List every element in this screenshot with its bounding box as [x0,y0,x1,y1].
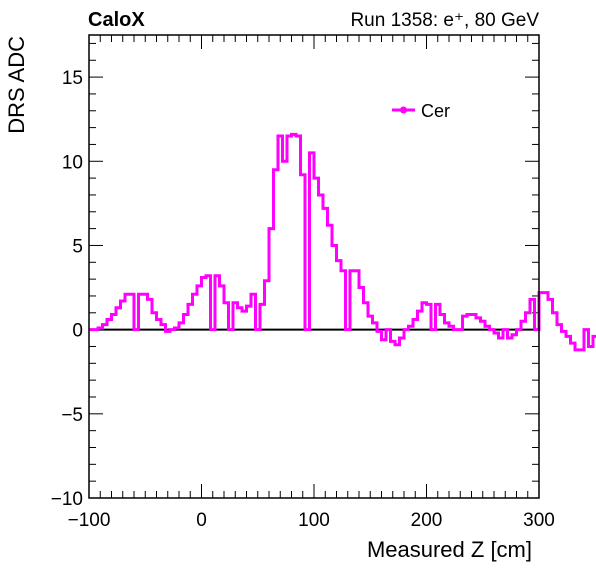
x-axis-title: Measured Z [cm] [367,537,532,562]
axis-ticks [88,35,540,499]
x-tick-label: 200 [411,510,443,531]
legend-label-cer: Cer [421,101,450,121]
experiment-label: CaloX [88,9,145,31]
x-tick-label: 100 [298,510,330,531]
run-info-label: Run 1358: e⁺, 80 GeV [350,10,539,31]
x-tick-label: 0 [196,510,207,531]
x-tick-label: 300 [523,510,555,531]
y-tick-label: 0 [72,321,83,342]
y-tick-label: 10 [62,152,83,173]
legend: Cer [392,101,450,121]
y-axis-title: DRS ADC [4,36,29,134]
plot-frame [88,34,540,499]
series-cer-line [89,132,596,352]
x-tick-label: −100 [68,510,111,531]
tick-labels: −100 0 100 200 300 −10 −5 0 5 10 15 [51,68,555,531]
y-tick-label: 15 [62,68,83,89]
y-tick-label: −5 [61,405,83,426]
y-tick-label: 5 [72,236,83,257]
y-tick-label: −10 [51,489,83,510]
legend-dot-marker [400,106,407,114]
